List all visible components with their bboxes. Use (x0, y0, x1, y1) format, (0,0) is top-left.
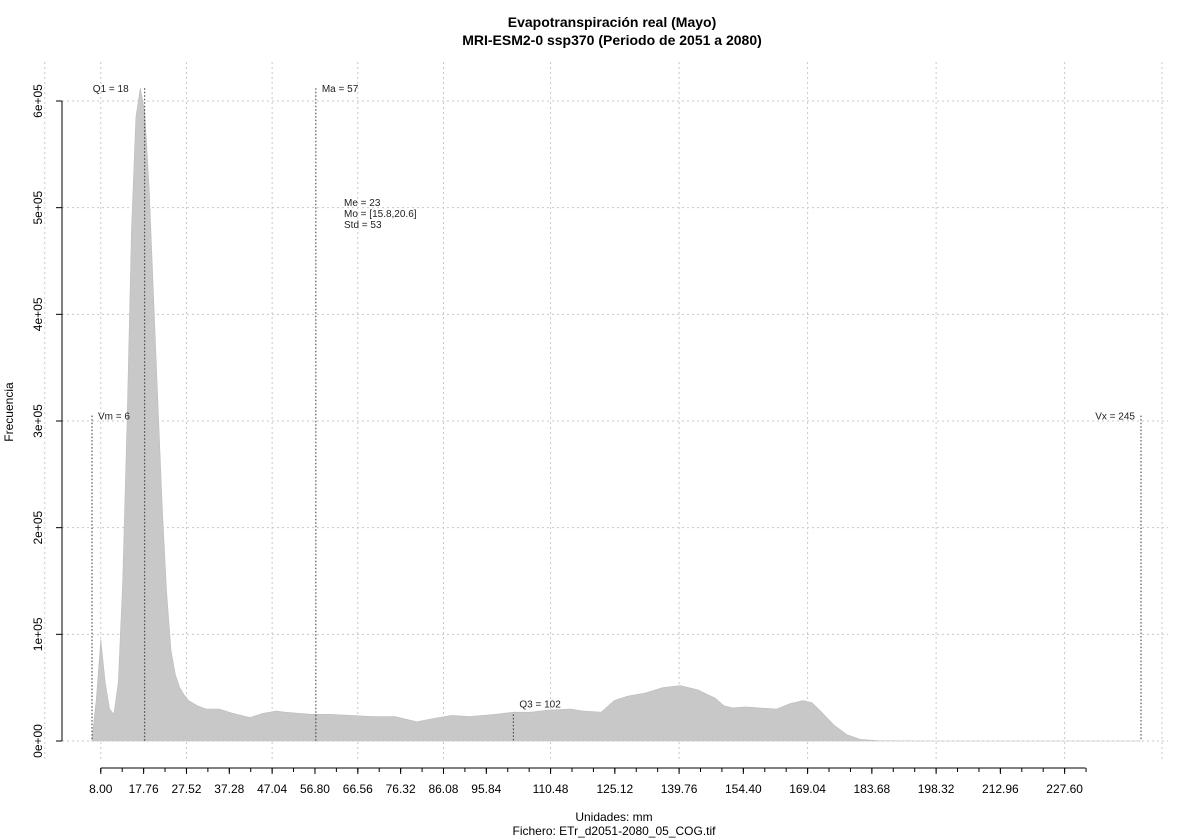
x-tick-label-7: 76.32 (386, 782, 416, 796)
y-tick-label-3: 3e+05 (31, 404, 45, 438)
marker-lines (91, 88, 1142, 741)
annotations: Vm = 6 Q1 = 18 Ma = 57 Q3 = 102 Vx = 245 (93, 84, 1136, 710)
y-tick-label-2: 2e+05 (31, 510, 45, 544)
footer-filename: Fichero: ETr_d2051-2080_05_COG.tif (513, 824, 717, 838)
axes: 0e+00 1e+05 2e+05 3e+05 4e+05 5e+05 6e+05 8.00 1… (31, 84, 1087, 796)
chart-subtitle: MRI-ESM2-0 ssp370 (Periodo de 2051 a 208… (462, 32, 762, 48)
marker-label-0: Vm = 6 (98, 412, 130, 423)
density-series (91, 88, 1141, 742)
x-tick-label-14: 169.04 (789, 782, 826, 796)
y-tick-label-5: 5e+05 (31, 190, 45, 224)
y-tick-label-4: 4e+05 (31, 297, 45, 331)
y-tick-label-1: 1e+05 (31, 617, 45, 651)
marker-label-4: Vx = 245 (1095, 412, 1135, 423)
x-tick-label-9: 95.84 (471, 782, 501, 796)
x-tick-label-8: 86.08 (428, 782, 458, 796)
chart-title: Evapotranspiración real (Mayo) (508, 14, 717, 30)
x-tick-label-4: 47.04 (257, 782, 287, 796)
marker-label-1: Q1 = 18 (93, 84, 129, 95)
x-tick-label-2: 27.52 (171, 782, 201, 796)
y-tick-label-6: 6e+05 (31, 84, 45, 118)
marker-label-2: Ma = 57 (322, 84, 359, 95)
x-tick-label-5: 56.80 (300, 782, 330, 796)
x-tick-label-0: 8.00 (89, 782, 113, 796)
x-tick-label-13: 154.40 (725, 782, 762, 796)
grid (44, 62, 1168, 762)
stat-mo: Mo = [15.8,20.6] (344, 209, 417, 220)
x-tick-label-11: 125.12 (596, 782, 633, 796)
x-tick-label-16: 198.32 (918, 782, 955, 796)
stat-me: Me = 23 (344, 198, 381, 209)
y-tick-label-0: 0e+00 (31, 724, 45, 758)
stat-std: Std = 53 (344, 220, 382, 231)
x-tick-label-1: 17.76 (129, 782, 159, 796)
y-axis-label: Frecuencia (2, 382, 16, 442)
x-tick-label-3: 37.28 (214, 782, 244, 796)
x-tick-label-6: 66.56 (343, 782, 373, 796)
density-area (91, 88, 1141, 742)
x-tick-label-18: 227.60 (1046, 782, 1083, 796)
x-tick-label-10: 110.48 (533, 782, 569, 796)
x-axis-label: Unidades: mm (575, 810, 652, 824)
x-tick-label-12: 139.76 (661, 782, 698, 796)
marker-label-3: Q3 = 102 (519, 699, 561, 710)
x-tick-label-17: 212.96 (982, 782, 1019, 796)
x-tick-label-15: 183.68 (854, 782, 891, 796)
